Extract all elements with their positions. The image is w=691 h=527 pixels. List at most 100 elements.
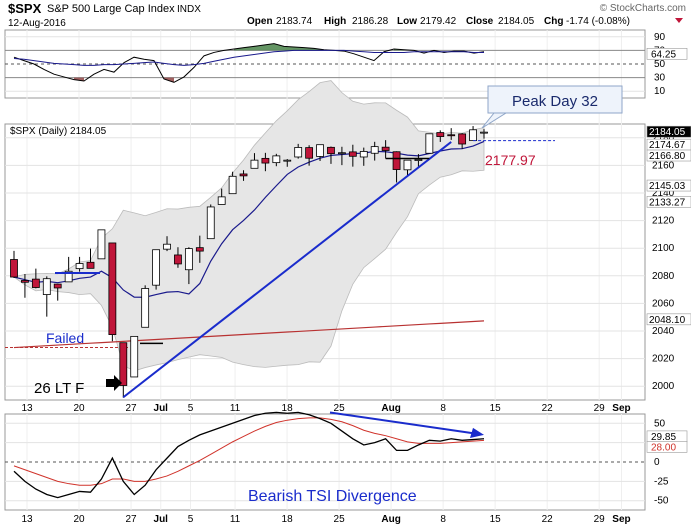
candle-body [97, 229, 106, 260]
right-value-label: 2145.03 [649, 181, 686, 192]
right-value-label: 2133.27 [649, 197, 686, 208]
peak-callout [481, 85, 623, 129]
x-tick-label: 15 [490, 514, 502, 525]
tsi-tick-label: 0 [654, 457, 660, 468]
tsi-value-label: 28.00 [651, 442, 676, 453]
y-tick-label: 2000 [652, 381, 675, 392]
candle-body [294, 147, 303, 158]
header-symbol: $SPX [8, 1, 42, 16]
candle-body [75, 263, 84, 270]
candle-body [195, 247, 204, 252]
x-tick-label: 25 [334, 514, 346, 525]
candle-body [250, 159, 259, 169]
x-tick-label: Aug [381, 514, 400, 525]
rsi-value-label: 64.25 [651, 49, 676, 60]
x-tick-label: 25 [334, 403, 346, 414]
candle-body [458, 133, 467, 145]
y-tick-label: 2120 [652, 216, 675, 227]
x-tick-label: 15 [490, 403, 502, 414]
rsi-overbought-fill [234, 43, 324, 51]
candle-body [392, 151, 401, 170]
candle-body [272, 155, 281, 164]
right-value-label: 2048.10 [649, 315, 686, 326]
y-tick-label: 2180 [652, 133, 675, 144]
close-label: Close [466, 16, 494, 27]
candle-body [163, 243, 171, 250]
header-exchange: INDX [177, 4, 201, 15]
x-tick-label: Jul [154, 514, 169, 525]
high-value: 2186.28 [352, 16, 389, 27]
tsi-signal-line [13, 417, 485, 486]
candle-body [31, 278, 40, 288]
candle-body [283, 159, 292, 162]
x-tick-label: 8 [440, 403, 446, 414]
candle-body [447, 134, 456, 137]
start-label: 26 LT F [34, 380, 84, 397]
peak-callout-label: Peak Day 32 [512, 93, 598, 110]
x-tick-label: 8 [440, 514, 446, 525]
right-value-label: 2166.80 [649, 151, 686, 162]
x-tick-label: Sep [612, 514, 630, 525]
candle-body [86, 261, 95, 269]
rsi-tick-label: 30 [654, 73, 666, 84]
candle-body [141, 288, 150, 328]
tsi-tick-label: 50 [654, 418, 666, 429]
x-tick-label: 18 [282, 514, 294, 525]
arrow-head-icon [470, 427, 484, 438]
x-tick-label: Aug [381, 403, 400, 414]
y-tick-label: 2140 [652, 188, 675, 199]
x-tick-label: Jul [154, 403, 169, 414]
open-label: Open [247, 16, 273, 27]
divergence-arrow-line [329, 411, 475, 435]
candle-body [206, 206, 215, 240]
y-tick-label: 2100 [652, 243, 675, 254]
arrow-right-icon [106, 375, 122, 391]
right-value-label: 2174.67 [649, 140, 686, 151]
candle-body [184, 248, 193, 271]
candle-body [130, 335, 139, 378]
header-date: 12-Aug-2016 [8, 18, 66, 29]
x-tick-label: 22 [542, 514, 554, 525]
y-tick-label: 2020 [652, 354, 675, 365]
x-tick-label: 13 [21, 403, 33, 414]
candle-body [53, 283, 62, 289]
candle-body [327, 146, 335, 155]
candle-body [217, 196, 226, 205]
x-tick-label: 27 [125, 514, 137, 525]
candle-body [10, 259, 18, 278]
y-tick-label: 2040 [652, 326, 675, 337]
tsi-line [13, 411, 485, 499]
candle-body [21, 280, 29, 283]
candle-body [239, 173, 248, 177]
rsi-value-tag [646, 48, 688, 60]
divergence-label: Bearish TSI Divergence [248, 488, 417, 505]
rsi-tick-label: 50 [654, 59, 666, 70]
right-value-tag [646, 125, 691, 138]
x-tick-label: 20 [73, 514, 85, 525]
right-value-tag [646, 179, 691, 192]
rsi-tick-label: 90 [654, 32, 666, 43]
x-tick-label: 5 [188, 514, 194, 525]
candle-body [414, 159, 423, 161]
candle-body [261, 157, 270, 164]
candle-body [228, 175, 237, 195]
candle-body [42, 278, 51, 295]
rsi-average-line [13, 49, 484, 66]
candle-body [469, 129, 477, 142]
candle-body [305, 147, 314, 159]
tsi-value-tag [646, 441, 688, 453]
x-tick-label: 18 [282, 403, 294, 414]
tsi-tick-label: -25 [654, 476, 669, 487]
right-value-label: 2184.05 [649, 127, 686, 138]
right-value-tag [646, 195, 691, 208]
short-moving-average [13, 140, 485, 298]
candle-body [425, 133, 434, 154]
y-tick-label: 2160 [652, 160, 675, 171]
x-tick-label: 5 [188, 403, 194, 414]
candle-body [436, 132, 445, 137]
high-label: High [324, 16, 346, 27]
candle-body [381, 146, 390, 151]
candle-body [338, 152, 346, 155]
candle-body [348, 151, 357, 157]
